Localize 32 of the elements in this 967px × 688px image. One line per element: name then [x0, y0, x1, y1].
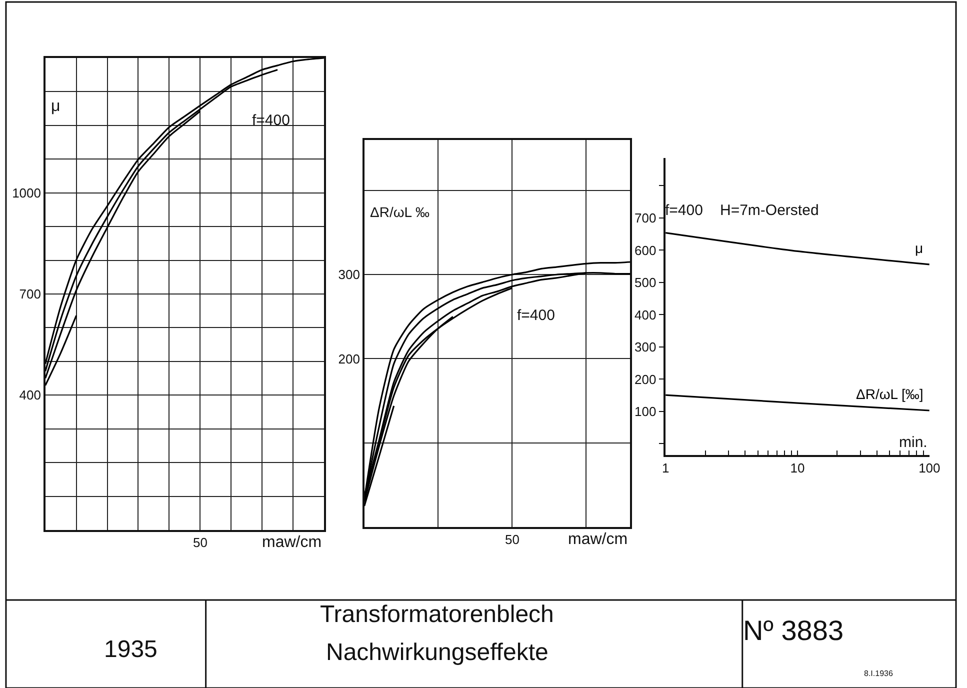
annotation: f=400: [517, 307, 555, 324]
x-axis-title: maw/cm: [262, 534, 322, 551]
y-tick-label: 600: [634, 242, 656, 258]
y-tick-label: 1000: [12, 185, 41, 200]
text: Nº 3883: [743, 615, 844, 646]
y-axis-title: μ: [51, 98, 60, 115]
y-tick-label: 100: [634, 404, 656, 420]
x-tick-label: 1: [662, 460, 670, 476]
y-tick-label: 700: [634, 210, 656, 226]
text: 1935: [104, 636, 158, 663]
text: 8.I.1936: [864, 669, 894, 678]
y-tick-label: 400: [634, 307, 656, 322]
y-tick-label: 400: [19, 388, 41, 403]
y-axis-title: ΔR/ωL ‰: [370, 204, 430, 220]
x-axis-title: min.: [899, 434, 928, 451]
x-tick-label: 100: [918, 460, 940, 476]
text: 50: [193, 535, 208, 550]
text: Nachwirkungseffekte: [326, 639, 548, 666]
y-tick-label: 500: [634, 275, 656, 290]
y-tick-label: 300: [338, 267, 360, 282]
annotation: f=400: [665, 202, 703, 219]
y-tick-label: 200: [634, 372, 656, 387]
annotation: H=7m-Oersted: [720, 202, 819, 219]
y-tick-label: 700: [19, 286, 41, 302]
y-tick-label: 300: [634, 340, 656, 355]
series-label: ΔR/ωL [‰]: [856, 386, 924, 402]
text: 50: [505, 532, 520, 547]
x-tick-label: 10: [790, 460, 805, 476]
x-axis-title: maw/cm: [568, 531, 628, 548]
y-tick-label: 200: [338, 351, 360, 366]
text: Transformatorenblech: [320, 601, 554, 628]
series-label: μ: [915, 240, 924, 256]
